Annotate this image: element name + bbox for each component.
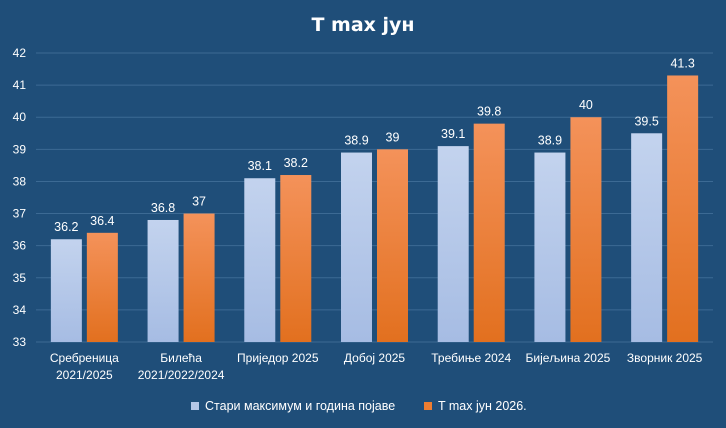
bar [50, 239, 82, 342]
y-tick-label: 36 [13, 239, 27, 253]
data-label: 37 [192, 195, 206, 209]
data-label: 38.9 [344, 134, 368, 148]
y-tick-label: 34 [13, 303, 27, 317]
data-label: 39.1 [441, 127, 465, 141]
category-label: Зворник 2025 [627, 351, 703, 365]
data-label: 39.8 [477, 105, 501, 119]
bar [183, 213, 215, 342]
bar [631, 133, 663, 342]
bar [437, 146, 469, 342]
gridlines [36, 52, 713, 343]
bar [473, 123, 505, 343]
legend-swatch [191, 402, 199, 410]
bar [534, 152, 566, 342]
y-tick-label: 37 [13, 207, 27, 221]
bar [377, 149, 408, 342]
data-label: 36.2 [54, 220, 78, 234]
y-tick-label: 39 [13, 142, 27, 156]
bars [50, 75, 699, 343]
category-label: Бијељина 2025 [526, 351, 611, 365]
bar [667, 75, 699, 342]
data-label: 38.1 [248, 159, 272, 173]
data-label: 36.8 [151, 201, 175, 215]
y-tick-label: 38 [13, 174, 27, 188]
category-label: Требиње 2024 [431, 351, 511, 365]
data-label: 38.9 [538, 134, 562, 148]
category-label: Приједор 2025 [237, 351, 319, 365]
legend: Стари максимум и година појаве T max јун … [191, 399, 527, 413]
legend-swatch [424, 402, 432, 410]
category-label: Добој 2025 [344, 351, 406, 365]
data-labels: 36.2 36.4 36.8 37 38.1 38.2 38.9 39 39.1 39.8 38.9… [54, 56, 695, 234]
bar [280, 175, 312, 342]
data-label: 39 [386, 130, 400, 144]
category-label: Сребреница [50, 351, 119, 365]
data-label: 41.3 [670, 56, 694, 70]
data-label: 40 [579, 98, 593, 112]
x-axis-categories: Сребреница 2021/2025 Билећа 2021/2022/2024 П… [50, 351, 703, 382]
y-tick-label: 35 [13, 271, 27, 285]
bar [147, 219, 179, 342]
bar [86, 232, 118, 342]
y-tick-label: 41 [13, 78, 27, 92]
bar [244, 178, 276, 342]
legend-label: T max јун 2026. [438, 399, 527, 413]
category-label: Билећа [160, 351, 202, 365]
bar [570, 117, 602, 342]
category-label: 2021/2022/2024 [138, 368, 225, 382]
legend-label: Стари максимум и година појаве [205, 399, 395, 413]
data-label: 36.4 [90, 214, 114, 228]
y-tick-label: 42 [13, 46, 27, 60]
y-axis-ticks: 33 34 35 36 37 38 39 40 41 42 [13, 46, 27, 349]
data-label: 38.2 [284, 156, 308, 170]
data-label: 39.5 [634, 114, 658, 128]
category-label: 2021/2025 [56, 368, 113, 382]
chart-title: T max јун [311, 14, 414, 36]
y-tick-label: 40 [13, 110, 27, 124]
y-tick-label: 33 [13, 335, 27, 349]
bar [341, 152, 372, 342]
